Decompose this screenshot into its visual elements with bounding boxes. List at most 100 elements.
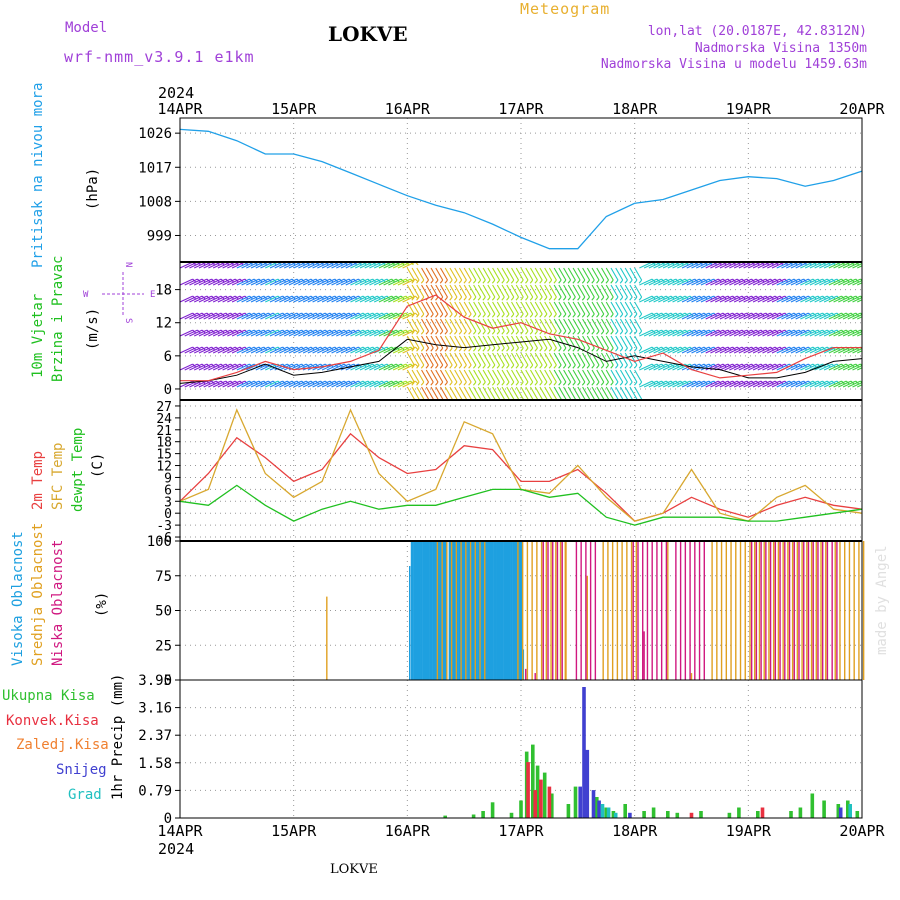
- wind-barb: [833, 329, 847, 337]
- wind-barb: [212, 262, 227, 269]
- wind-barb: [189, 312, 203, 320]
- wind-barb-feather: [458, 279, 463, 284]
- wind-barb: [241, 312, 255, 320]
- wind-barb: [615, 386, 624, 400]
- wind-barb-feather: [520, 381, 524, 386]
- wind-barb: [298, 262, 312, 269]
- wind-barb: [643, 262, 658, 269]
- wind-barb: [591, 267, 600, 281]
- y-tick-label: 24: [156, 412, 172, 427]
- wind-barb: [511, 335, 520, 349]
- wind-barb-feather: [548, 364, 553, 369]
- wind-barb: [421, 352, 430, 366]
- wind-barb: [591, 369, 600, 383]
- wind-barb-feather: [487, 347, 491, 352]
- wind-barb: [378, 262, 392, 269]
- wind-barb: [265, 346, 279, 354]
- wind-barb: [596, 267, 605, 281]
- wind-barb-feather: [624, 279, 628, 284]
- wind-barb: [748, 295, 762, 303]
- wind-barb-feather: [463, 381, 467, 386]
- wind-barb-feather: [501, 313, 505, 318]
- wind-barb-feather: [534, 279, 538, 284]
- wind-barb: [402, 363, 416, 371]
- wind-barb: [212, 295, 227, 303]
- wind-barb: [255, 329, 269, 337]
- wind-barb-feather: [633, 279, 638, 284]
- wind-barb: [515, 284, 524, 298]
- wind-barb: [696, 295, 710, 303]
- wind-barb: [492, 318, 501, 332]
- wind-barb: [355, 312, 369, 320]
- wind-barb: [515, 352, 524, 366]
- wind-barb: [355, 380, 369, 388]
- wind-barb: [809, 346, 823, 354]
- wind-barb-feather: [615, 330, 619, 335]
- wind-barb-feather: [525, 279, 529, 284]
- wind-barb: [416, 352, 425, 366]
- wind-barb: [525, 386, 534, 400]
- wind-barb: [610, 335, 619, 349]
- wind-barb: [767, 262, 781, 269]
- wind-barb: [425, 318, 434, 332]
- wind-barb: [729, 295, 743, 303]
- wind-barb-feather: [633, 330, 638, 335]
- wind-barb-feather: [477, 296, 482, 301]
- wind-barb-feather: [439, 313, 444, 318]
- wind-barb: [729, 278, 743, 286]
- wind-barb: [838, 278, 852, 286]
- wind-barb: [411, 369, 420, 383]
- wind-barb-feather: [529, 364, 534, 369]
- wind-barb-feather: [572, 313, 576, 318]
- wind-barb: [790, 295, 804, 303]
- wind-barb-feather: [591, 347, 595, 352]
- wind-barb: [189, 329, 203, 337]
- wind-barb: [667, 346, 681, 354]
- temp-unit: (C): [90, 453, 106, 478]
- wind-barb: [355, 329, 369, 337]
- sfc-temp-label: SFC Temp: [50, 443, 66, 510]
- wind-barb: [809, 262, 823, 269]
- wind-barb: [691, 312, 705, 320]
- wind-barb: [298, 312, 312, 320]
- wind-barb: [814, 380, 828, 388]
- wind-barb: [506, 352, 515, 366]
- wind-barb-feather: [435, 364, 439, 369]
- wind-barb: [619, 335, 628, 349]
- wind-barb: [586, 267, 595, 281]
- wind-barb: [534, 301, 543, 315]
- wind-barb: [558, 335, 567, 349]
- y-tick-label: 3.95: [138, 673, 172, 689]
- wind-barb: [189, 278, 203, 286]
- wind-barb: [378, 329, 392, 337]
- wind-barb: [558, 386, 567, 400]
- wind-barb: [241, 329, 255, 337]
- wind-barb-feather: [610, 381, 614, 386]
- wind-barb: [298, 380, 312, 388]
- wind-barb: [331, 295, 345, 303]
- wind-barb: [222, 295, 236, 303]
- wind-barb-feather: [567, 330, 572, 335]
- wind-barb: [203, 312, 217, 320]
- wind-barb-feather: [458, 364, 463, 369]
- wind-barb-feather: [435, 279, 439, 284]
- y-tick-label: 12: [156, 460, 172, 475]
- wind-barb: [534, 335, 543, 349]
- wind-barb: [700, 380, 714, 388]
- wind-barb-feather: [638, 347, 643, 352]
- wind-barb: [463, 352, 472, 366]
- wind-barb: [662, 295, 677, 303]
- wind-barb: [544, 267, 553, 281]
- conv_precip-bar: [533, 790, 537, 818]
- wind-barb: [180, 262, 193, 269]
- wind-barb: [861, 301, 862, 302]
- wind-barb-feather: [439, 364, 444, 369]
- legend-west: W: [83, 290, 89, 300]
- y-tick-label: 1008: [138, 194, 172, 210]
- wind-barb: [705, 278, 719, 286]
- wind-barb: [506, 386, 515, 400]
- wind-barb: [767, 363, 781, 371]
- wind-barb: [757, 329, 771, 337]
- wind-barb-feather: [430, 279, 434, 284]
- wind-barb-feather: [553, 364, 557, 369]
